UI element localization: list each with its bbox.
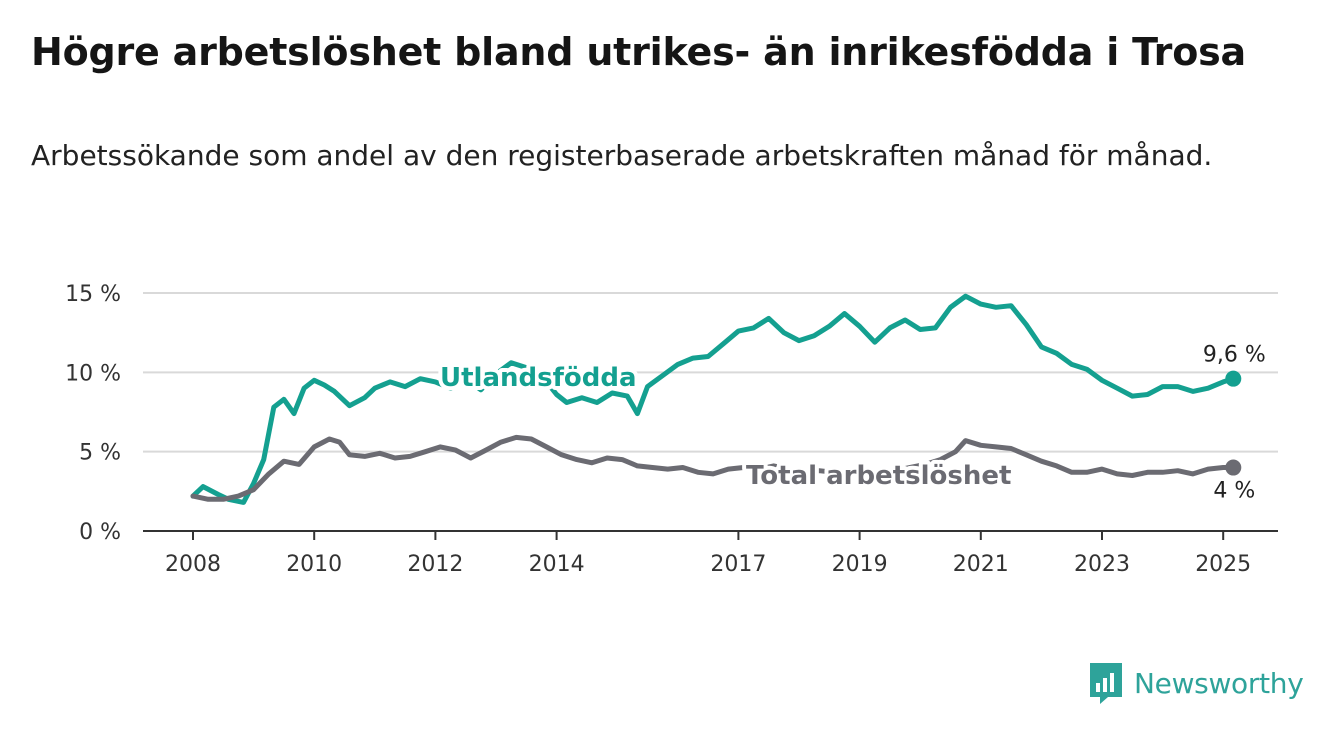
- series-end-point: [1225, 459, 1242, 476]
- series-label-total-halo: Total arbetslöshet: [746, 461, 1011, 491]
- line-chart: 0 % 5 % 10 % 15 % 2008 2010 2012 2014 2017 2019 20…: [65, 282, 1278, 577]
- x-tick-label: 2014: [529, 552, 585, 577]
- end-label-total: 4 %: [1213, 479, 1255, 504]
- series-line-total: [190, 434, 1236, 502]
- y-tick-label: 0 %: [79, 520, 121, 545]
- series-lines: [190, 293, 1242, 505]
- chart-subtitle: Arbetssökande som andel av den registerb…: [31, 139, 1213, 172]
- x-tick-label: 2017: [710, 552, 766, 577]
- y-tick-label: 10 %: [65, 361, 121, 386]
- x-tick-label: 2019: [832, 552, 888, 577]
- x-tick-label: 2023: [1074, 552, 1130, 577]
- end-label-utlandsfodda: 9,6 %: [1203, 343, 1266, 368]
- newsworthy-logo-icon: [1090, 663, 1122, 704]
- brand-name: Newsworthy: [1134, 666, 1304, 700]
- chart-title: Högre arbetslöshet bland utrikes- än inr…: [31, 30, 1246, 74]
- series-label-utlandsfodda-halo: Utlandsfödda: [440, 363, 637, 393]
- series-label-total: Total arbetslöshet: [746, 461, 1011, 491]
- x-tick-label: 2008: [165, 552, 221, 577]
- axes: 0 % 5 % 10 % 15 % 2008 2010 2012 2014 2017 2019 20…: [65, 282, 1278, 577]
- y-tick-label: 15 %: [65, 282, 121, 307]
- x-tick-label: 2021: [953, 552, 1009, 577]
- newsworthy-brand: Newsworthy: [1088, 660, 1304, 706]
- x-tick-label: 2012: [407, 552, 463, 577]
- series-end-point: [1225, 370, 1242, 387]
- y-tick-label: 5 %: [79, 441, 121, 466]
- series-line-utlandsfodda: [190, 293, 1236, 505]
- x-tick-label: 2010: [286, 552, 342, 577]
- series-label-utlandsfodda: Utlandsfödda: [440, 363, 637, 393]
- x-tick-label: 2025: [1195, 552, 1251, 577]
- grid-lines: [143, 292, 1278, 453]
